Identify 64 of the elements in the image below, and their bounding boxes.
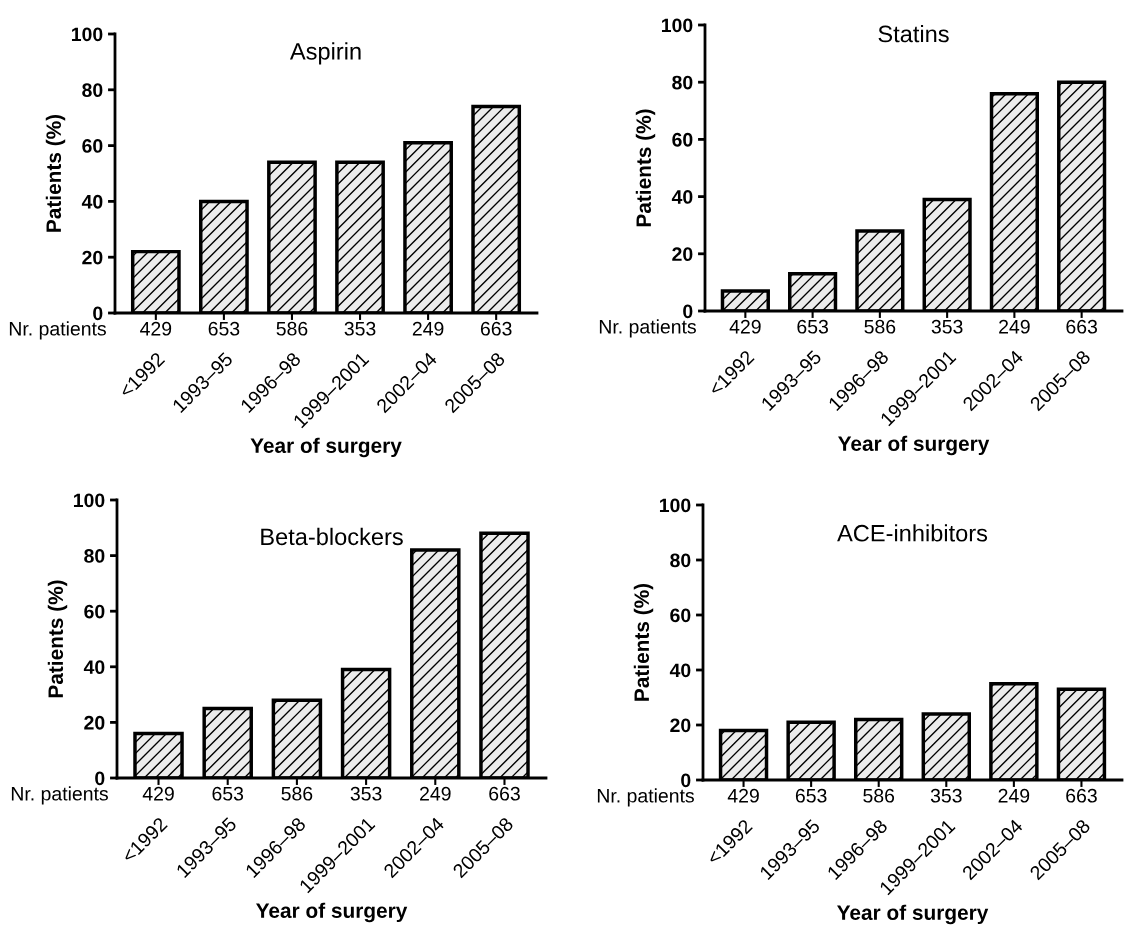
text: 429	[729, 319, 761, 334]
text: 353	[350, 786, 382, 801]
y-tick-label: 0	[95, 771, 105, 786]
y-tick-label: 20	[670, 718, 691, 733]
y-axis-title: Patients (%)	[633, 583, 654, 701]
y-tick-label: 100	[661, 18, 693, 33]
y-axis-title: Patients (%)	[635, 109, 656, 227]
text: 663	[1066, 319, 1098, 334]
y-tick-label: 20	[672, 247, 693, 262]
y-tick-label: 20	[82, 250, 103, 265]
text: 663	[489, 786, 520, 801]
text: 353	[930, 788, 962, 803]
text: 353	[931, 319, 963, 334]
x-axis-title: Year of surgery	[250, 437, 402, 458]
text: 586	[281, 786, 313, 801]
x-axis-title: Year of surgery	[256, 902, 408, 923]
y-tick-label: 80	[82, 83, 103, 98]
text: 586	[276, 321, 308, 336]
y-tick-label: 100	[659, 498, 691, 513]
text: 249	[420, 786, 451, 801]
y-tick-label: 60	[84, 604, 105, 619]
text: 249	[412, 321, 444, 336]
y-tick-label: 100	[73, 493, 105, 508]
chart-title: Statins	[878, 25, 949, 43]
chart-title: Aspirin	[289, 42, 361, 65]
text: Nr. patients	[597, 788, 694, 807]
y-tick-label: 0	[93, 306, 103, 321]
y-tick-label: 80	[670, 553, 691, 568]
text: 249	[998, 788, 1030, 803]
text: 353	[344, 321, 376, 336]
y-tick-label: 60	[670, 608, 691, 623]
y-tick-label: 40	[669, 663, 691, 678]
y-tick-label: 40	[83, 660, 105, 675]
text: Nr. patients	[599, 319, 696, 338]
text: 586	[863, 788, 895, 803]
text: 586	[864, 319, 896, 334]
y-tick-label: 60	[82, 139, 103, 153]
x-axis-title: Year of surgery	[837, 904, 989, 925]
text: 429	[140, 321, 172, 336]
text: 663	[480, 321, 512, 336]
text: Nr. patients	[11, 786, 108, 805]
y-axis-title: Patients (%)	[45, 114, 66, 232]
text: 663	[1066, 788, 1097, 803]
text: Nr. patients	[9, 321, 106, 340]
text: Beta-blockers	[261, 527, 403, 546]
y-axis-title: Patients (%)	[47, 580, 68, 698]
y-tick-label: 0	[683, 304, 693, 319]
text: 249	[999, 319, 1030, 334]
y-tick-label: 20	[84, 715, 105, 730]
text: 653	[797, 319, 828, 334]
y-tick-label: 0	[681, 773, 691, 788]
text: 653	[208, 321, 240, 336]
text: 429	[727, 788, 759, 803]
y-tick-label: 40	[671, 190, 693, 204]
text: 653	[212, 786, 244, 801]
text: 653	[795, 788, 827, 803]
y-tick-label: 100	[71, 27, 103, 42]
y-tick-label: 80	[672, 75, 693, 90]
x-axis-title: Year of surgery	[838, 435, 990, 456]
text: ACE-inhibitors	[837, 524, 988, 542]
y-tick-label: 40	[81, 194, 103, 209]
text: 429	[142, 786, 174, 801]
y-tick-label: 60	[672, 132, 693, 147]
y-tick-label: 80	[84, 549, 105, 563]
